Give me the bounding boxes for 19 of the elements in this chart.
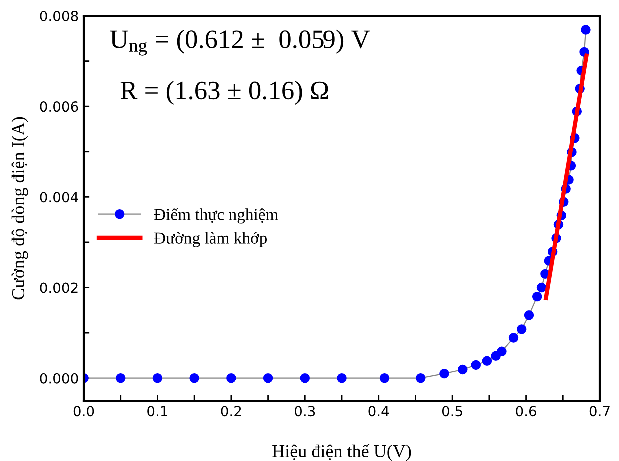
y-tick-label: 0.000 (40, 373, 78, 384)
x-axis-title: Hiệu điện thế U(V) (272, 444, 412, 461)
x-tick-label: 0.1 (148, 406, 168, 417)
y-tick-label: 0.002 (40, 282, 78, 294)
y-tick-label: 0.008 (40, 10, 78, 22)
x-tick-label: 0.5 (442, 406, 462, 417)
legend-label: Điểm thực nghiệm (154, 208, 278, 224)
x-tick-label: 0.4 (368, 406, 390, 417)
x-tick-label: 0.6 (516, 406, 536, 417)
x-tick-label: 0.0 (74, 406, 94, 417)
y-axis-title: Cường độ dòng điện I(A) (12, 117, 28, 300)
x-tick-label: 0.2 (221, 406, 242, 417)
x-tick-label: 0.3 (295, 406, 316, 417)
y-tick-label: 0.004 (40, 192, 78, 203)
annotation: R = (1.63 ± 0.16) Ω (120, 81, 328, 105)
y-tick-label: 0.006 (40, 102, 78, 112)
annotation: U$_{ng}$ = (0.612 ± 0.059) V (110, 30, 370, 56)
legend-label: Đường làm khớp (154, 232, 268, 248)
x-tick-label: 0.7 (590, 406, 610, 417)
